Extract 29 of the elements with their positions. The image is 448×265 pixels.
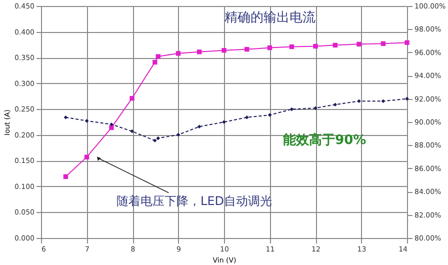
point — [153, 138, 157, 142]
point — [380, 41, 386, 46]
point — [333, 102, 338, 106]
point — [152, 60, 158, 65]
point — [222, 48, 226, 53]
point — [197, 124, 202, 129]
point — [156, 54, 160, 59]
point — [196, 50, 202, 54]
point — [64, 115, 68, 120]
point — [84, 154, 90, 160]
point — [268, 113, 272, 117]
point — [156, 136, 160, 140]
point — [109, 125, 114, 130]
point — [130, 129, 134, 134]
point — [332, 42, 338, 48]
point — [245, 115, 249, 120]
point — [110, 122, 114, 126]
point — [405, 96, 409, 101]
point — [381, 99, 386, 103]
point — [267, 45, 272, 50]
point — [356, 42, 362, 46]
point — [63, 174, 68, 179]
point — [313, 44, 318, 49]
point — [130, 96, 134, 101]
point — [176, 51, 181, 56]
point — [404, 40, 410, 45]
point — [244, 46, 250, 52]
point — [289, 44, 294, 50]
point — [357, 99, 361, 103]
